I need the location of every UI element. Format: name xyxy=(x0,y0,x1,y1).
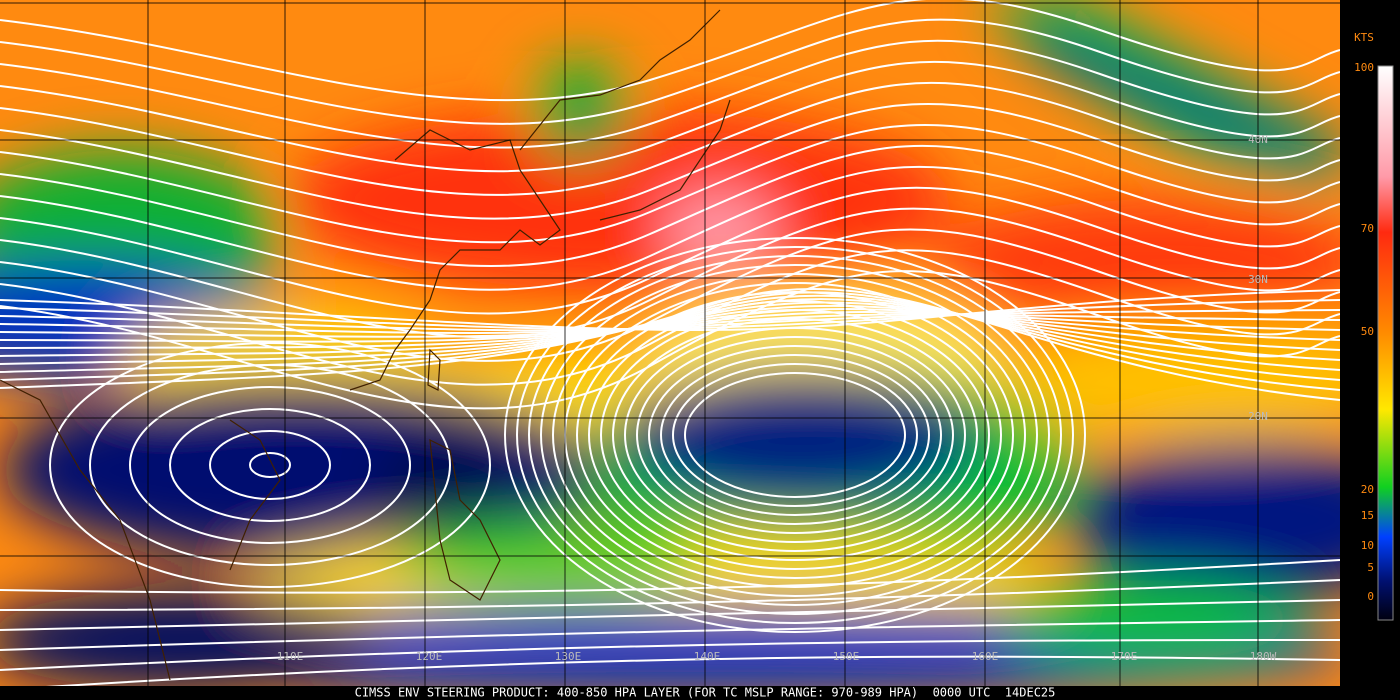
gyre xyxy=(169,408,371,522)
streamline xyxy=(0,298,1340,371)
colorbar-tick-label: 10 xyxy=(1361,539,1374,552)
latitude-label: 30N xyxy=(1248,273,1268,286)
gyre xyxy=(576,291,1014,579)
streamlines xyxy=(0,0,1340,686)
caption: CIMSS ENV STEERING PRODUCT: 400-850 HPA … xyxy=(355,686,1056,700)
streamline xyxy=(0,207,1340,339)
streamline xyxy=(0,311,1340,338)
gyre xyxy=(504,237,1086,633)
streamline xyxy=(0,123,1340,244)
colorbar-tick-label: 15 xyxy=(1361,509,1374,522)
streamline xyxy=(45,655,1340,686)
gyre xyxy=(660,354,930,516)
caption-bar xyxy=(0,686,1400,700)
gyre xyxy=(49,342,491,588)
streamline xyxy=(0,39,1340,149)
streamline xyxy=(0,308,1340,343)
longitude-label: 130E xyxy=(555,650,582,663)
colorbar-unit: KTS xyxy=(1354,31,1374,44)
gyre xyxy=(588,300,1002,570)
longitude-label: 120E xyxy=(416,650,443,663)
streamline xyxy=(0,619,1340,651)
streamline xyxy=(0,0,1340,102)
gyre xyxy=(528,255,1062,615)
graticule: 40N 30N 20N 110E 120E 130E 140E 150E 160E 170E 180… xyxy=(0,0,1340,686)
gyre xyxy=(516,246,1074,624)
streamline xyxy=(0,313,1340,334)
gyre xyxy=(129,386,411,544)
gyre xyxy=(684,372,906,498)
streamline xyxy=(0,304,1340,351)
streamline xyxy=(0,18,1340,125)
gyre xyxy=(612,318,978,552)
streamline xyxy=(0,299,1340,331)
gyre xyxy=(540,264,1050,606)
gyre xyxy=(648,345,942,525)
streamline xyxy=(0,579,1340,611)
gyre xyxy=(672,363,918,507)
gyre xyxy=(89,364,451,566)
longitude-label: 110E xyxy=(277,650,304,663)
colorbar xyxy=(1377,65,1394,621)
colorbar-tick-label: 100 xyxy=(1354,61,1374,74)
streamline xyxy=(0,186,1340,315)
longitude-label: 180W xyxy=(1250,650,1277,663)
longitude-label: 140E xyxy=(694,650,721,663)
colorbar-tick-label: 50 xyxy=(1361,325,1374,338)
streamline xyxy=(0,165,1340,291)
latitude-label: 20N xyxy=(1248,410,1268,423)
streamline xyxy=(0,291,1340,391)
streamline xyxy=(0,289,1340,332)
gyre xyxy=(636,336,954,534)
gyre xyxy=(600,309,990,561)
latitude-label: 40N xyxy=(1248,133,1268,146)
gyre xyxy=(249,452,291,478)
colorbar-tick-label: 70 xyxy=(1361,222,1374,235)
colorbar-tick-label: 20 xyxy=(1361,483,1374,496)
gyre xyxy=(209,430,331,500)
streamline xyxy=(0,559,1340,594)
streamline xyxy=(0,639,1340,671)
streamline xyxy=(0,102,1340,220)
streamline xyxy=(0,288,1340,401)
streamline xyxy=(0,144,1340,268)
coastlines xyxy=(0,9,731,681)
longitude-label: 170E xyxy=(1111,650,1138,663)
gyre xyxy=(552,273,1038,597)
colorbar-tick-label: 0 xyxy=(1367,590,1374,603)
streamline xyxy=(0,60,1340,173)
colorbar-tick-label: 5 xyxy=(1367,561,1374,574)
streamline xyxy=(0,81,1340,196)
longitude-label: 160E xyxy=(972,650,999,663)
gyre xyxy=(624,327,966,543)
longitude-label: 150E xyxy=(833,650,860,663)
